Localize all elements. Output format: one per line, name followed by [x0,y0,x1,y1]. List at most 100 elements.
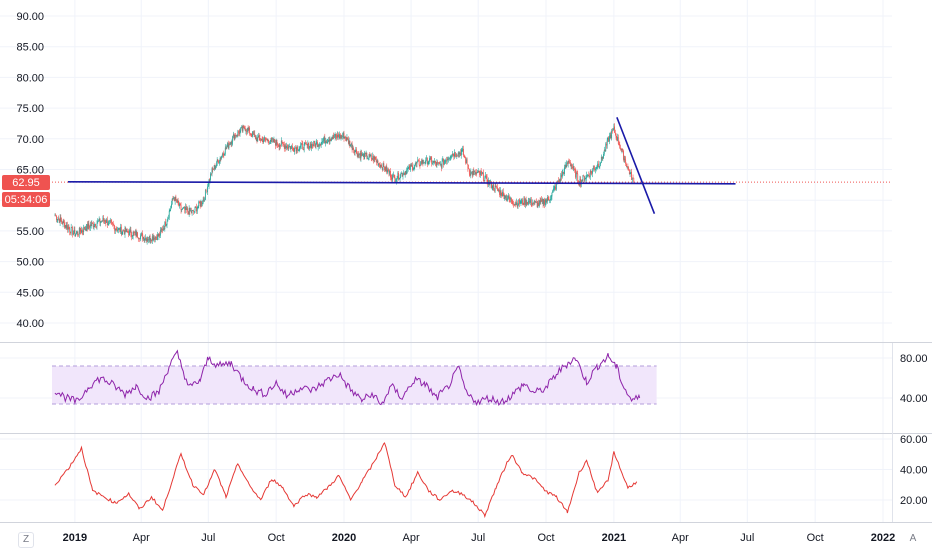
candle-body [529,200,531,203]
x-tick-label: Jul [471,532,485,544]
candle-body [131,234,133,237]
pane-dividers[interactable] [0,342,932,523]
candle-body [355,149,357,151]
candle-body [516,202,517,205]
candle-body [112,222,113,224]
candle-body [481,172,483,174]
y-axes[interactable]: 90.00 85.00 80.00 75.00 70.00 65.00 60.00 55.00… [16,11,927,507]
candle-body [143,236,144,240]
zoom-toggle-button[interactable]: Z [18,532,34,548]
candle-body [72,227,74,235]
candle-body [318,144,320,146]
candle-body [196,207,197,212]
candle-body [184,207,186,211]
candle-body [61,220,62,223]
candle-body [457,152,459,157]
candle-body [509,198,511,200]
candle-body [517,204,519,207]
candle-body [324,137,326,144]
horizontal-trendline[interactable] [67,180,736,185]
candle-body [494,185,496,191]
candle-body [553,187,555,189]
candle-body [392,174,394,180]
candle-body [553,188,554,191]
candle-body [272,138,273,140]
candle-body [81,229,83,232]
candle-body [283,144,285,149]
candle-body [322,141,324,142]
candle-body [70,227,72,234]
candle-body [350,144,352,147]
candle-body [378,163,380,165]
candle-body [385,166,387,171]
candle-body [557,180,559,185]
candle-body [399,176,401,180]
candle-body [521,199,523,202]
candle-body [134,231,136,233]
candle-body [417,159,419,162]
candle-body [228,144,230,148]
candle-body [94,224,96,226]
price-y-tick-label: 90.00 [16,11,44,23]
candle-body [140,235,141,240]
candle-body [296,146,298,152]
candle-body [351,143,353,150]
candle-body [191,210,193,213]
candle-body [262,138,264,143]
candle-body [221,156,222,159]
candle-body [505,195,506,199]
candle-body [90,224,92,226]
x-axis[interactable]: 2019 Apr Jul Oct 2020 Apr Jul Oct 2021 Apr Jul Oct 2… [63,532,896,544]
candle-body [294,147,295,152]
candle-body [617,137,619,144]
candle-body [267,139,269,141]
candle-body [350,143,352,145]
candle-body [162,229,164,231]
candle-body [310,144,312,149]
candle-body [322,140,324,142]
candle-body [264,137,266,138]
candle-body [469,173,471,176]
candle-body [581,180,582,185]
candle-body [410,165,412,167]
candle-body [589,171,591,178]
candle-body [115,228,116,231]
candle-body [283,143,284,145]
candle-body [284,145,286,149]
candle-body [538,202,540,206]
candle-body [74,229,76,237]
candle-body [138,238,140,240]
candle-body [344,136,346,139]
candle-body [328,140,329,142]
candle-body [100,221,102,223]
candle-body [188,211,189,215]
candle-body [241,127,242,129]
auto-scale-button[interactable]: A [909,533,917,544]
candle-body [627,166,629,168]
candle-body [484,177,486,181]
candle-body [465,157,467,164]
candle-body [527,202,528,205]
candle-body [195,206,197,208]
candle-body [594,168,596,171]
candle-body [543,199,545,205]
candle-body [512,202,514,205]
candle-body [297,150,299,151]
descending-trendline[interactable] [616,117,656,214]
candle-body [201,201,203,205]
candle-body [92,222,93,224]
candle-body [384,166,385,171]
candle-body [227,143,229,148]
candle-body [183,207,185,208]
candle-body [585,178,587,179]
candle-body [251,134,253,137]
candle-body [123,231,125,235]
candle-body [171,199,173,205]
candle-body [101,221,102,222]
x-tick-label: Apr [133,532,150,544]
trendline-drawings[interactable] [67,117,736,214]
candle-body [412,168,414,171]
candle-body [576,173,578,174]
x-tick-label: 2020 [332,532,356,544]
